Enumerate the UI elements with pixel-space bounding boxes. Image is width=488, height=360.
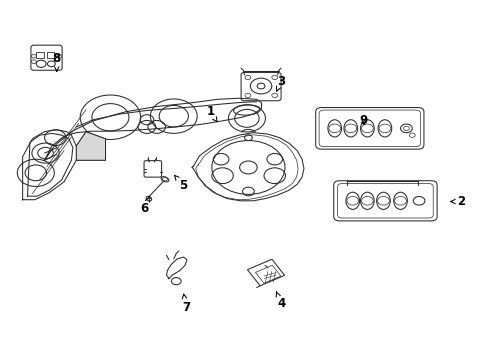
Bar	[36, 51, 44, 58]
Text: 7: 7	[182, 294, 190, 314]
Text: 8: 8	[53, 51, 61, 71]
Text: 2: 2	[450, 195, 465, 208]
Bar	[255, 265, 280, 283]
Text: 4: 4	[276, 292, 285, 310]
Polygon shape	[76, 132, 105, 160]
Bar	[46, 51, 54, 58]
Bar	[247, 259, 284, 286]
Text: 5: 5	[174, 175, 187, 192]
Text: 3: 3	[276, 75, 285, 91]
Text: 9: 9	[359, 114, 367, 127]
Text: 6: 6	[140, 197, 149, 215]
Text: 1: 1	[206, 105, 217, 122]
